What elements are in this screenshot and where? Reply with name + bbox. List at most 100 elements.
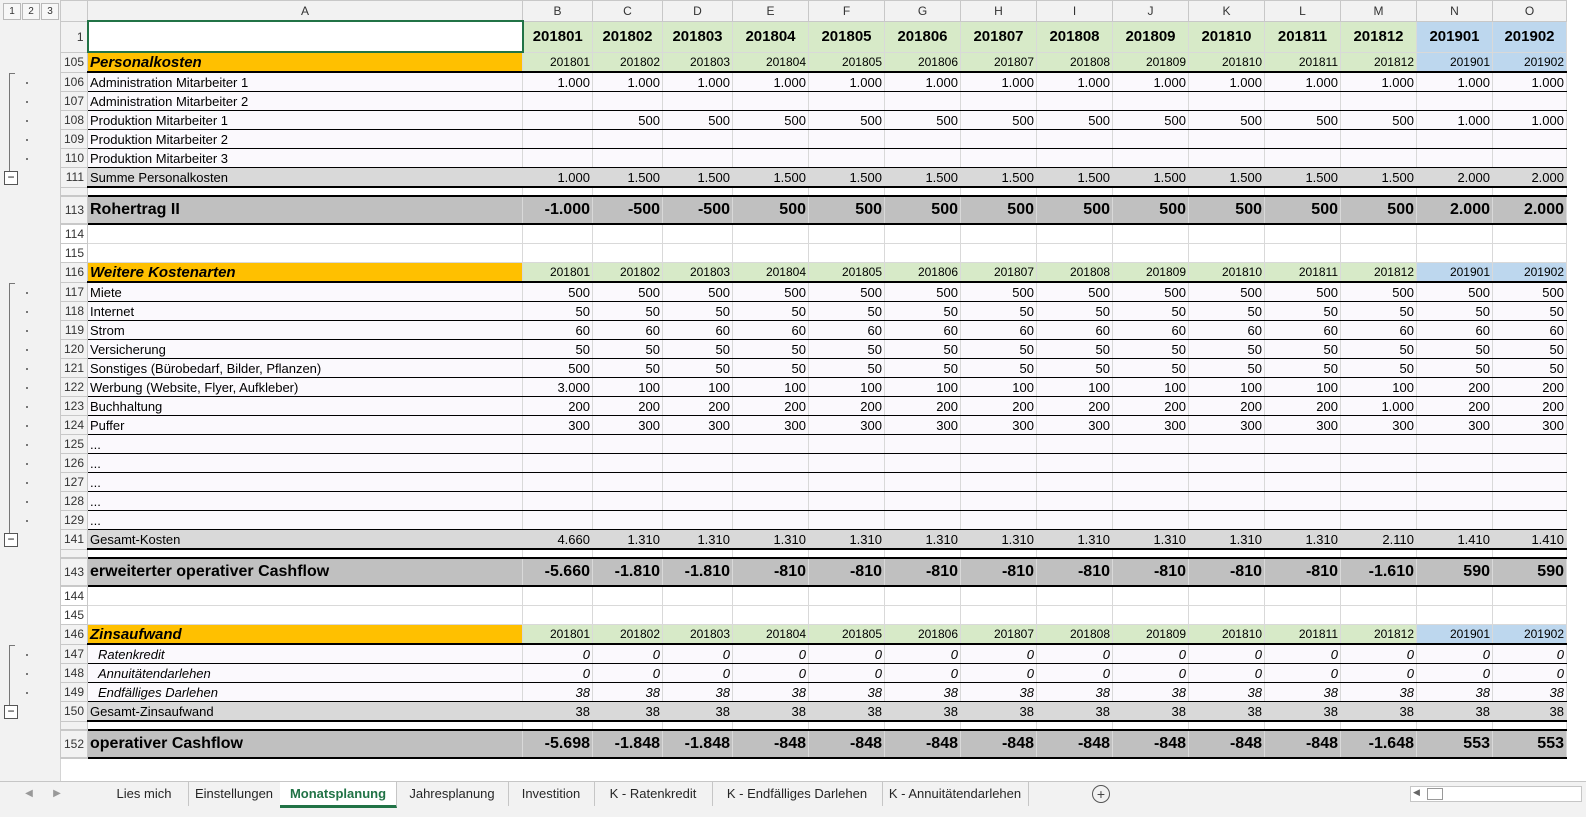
empty-cell[interactable] (1188, 186, 1265, 197)
empty-cell[interactable] (884, 720, 961, 731)
value-cell[interactable]: 1.000 (662, 71, 733, 92)
section-month-cell[interactable]: 201812 (1340, 262, 1417, 283)
value-cell[interactable]: 50 (732, 301, 809, 321)
empty-cell[interactable] (960, 243, 1037, 263)
column-header-O[interactable]: O (1492, 0, 1567, 22)
empty-cell[interactable] (1340, 186, 1417, 197)
value-cell[interactable]: 300 (522, 415, 593, 435)
row-label-cell[interactable]: Versicherung (87, 339, 523, 359)
value-cell[interactable]: 0 (662, 643, 733, 664)
value-cell[interactable]: 50 (1340, 339, 1417, 359)
value-cell[interactable]: -810 (732, 557, 809, 587)
column-header-E[interactable]: E (732, 0, 809, 22)
value-cell[interactable]: 50 (884, 358, 961, 378)
value-cell[interactable]: 100 (960, 377, 1037, 397)
section-month-cell[interactable]: 201901 (1416, 51, 1493, 73)
value-cell[interactable] (808, 510, 885, 530)
value-cell[interactable]: -810 (1112, 557, 1189, 587)
value-cell[interactable]: 1.000 (1492, 110, 1567, 130)
value-cell[interactable] (1036, 129, 1113, 149)
value-cell[interactable]: 1.000 (1036, 71, 1113, 92)
value-cell[interactable] (960, 148, 1037, 168)
value-cell[interactable]: 500 (522, 281, 593, 302)
value-cell[interactable] (884, 91, 961, 111)
value-cell[interactable]: 1.310 (884, 529, 961, 550)
value-cell[interactable] (592, 472, 663, 492)
value-cell[interactable]: 50 (808, 339, 885, 359)
value-cell[interactable] (1188, 434, 1265, 454)
value-cell[interactable]: 500 (884, 281, 961, 302)
value-cell[interactable]: 0 (1492, 663, 1567, 683)
scroll-left-icon[interactable]: ◀ (1413, 787, 1420, 797)
section-month-cell[interactable]: 201812 (1340, 51, 1417, 73)
value-cell[interactable]: 38 (1264, 701, 1341, 722)
row-header[interactable] (60, 186, 88, 197)
value-cell[interactable]: 50 (1036, 339, 1113, 359)
row-label-cell[interactable]: Miete (87, 281, 523, 302)
value-cell[interactable]: 38 (1188, 701, 1265, 722)
empty-cell[interactable] (732, 223, 809, 244)
value-cell[interactable]: 50 (1264, 339, 1341, 359)
empty-cell[interactable] (592, 186, 663, 197)
value-cell[interactable]: 1.000 (1188, 71, 1265, 92)
empty-cell[interactable] (808, 243, 885, 263)
value-cell[interactable]: 500 (732, 195, 809, 225)
value-cell[interactable]: 200 (808, 396, 885, 416)
value-cell[interactable]: -500 (592, 195, 663, 225)
month-header-cell[interactable]: 201804 (732, 20, 809, 53)
scroll-thumb[interactable] (1427, 788, 1443, 800)
horizontal-scrollbar[interactable]: ◀ (1410, 786, 1582, 802)
empty-cell[interactable] (1188, 243, 1265, 263)
value-cell[interactable]: 50 (960, 339, 1037, 359)
value-cell[interactable]: 50 (960, 301, 1037, 321)
value-cell[interactable]: 500 (960, 195, 1037, 225)
value-cell[interactable]: -1.810 (592, 557, 663, 587)
empty-cell[interactable] (960, 585, 1037, 606)
section-month-cell[interactable]: 201806 (884, 624, 961, 645)
value-cell[interactable]: 1.310 (1188, 529, 1265, 550)
row-header[interactable]: 152 (60, 729, 88, 759)
empty-cell[interactable] (662, 585, 733, 606)
value-cell[interactable] (522, 491, 593, 511)
empty-cell[interactable] (87, 243, 523, 263)
value-cell[interactable] (808, 491, 885, 511)
value-cell[interactable]: -1.810 (662, 557, 733, 587)
month-header-cell[interactable]: 201810 (1188, 20, 1265, 53)
row-header[interactable]: 121 (60, 358, 88, 378)
empty-cell[interactable] (732, 720, 809, 731)
value-cell[interactable]: 200 (1492, 377, 1567, 397)
value-cell[interactable]: 500 (1112, 281, 1189, 302)
column-header-G[interactable]: G (884, 0, 961, 22)
empty-cell[interactable] (522, 585, 593, 606)
value-cell[interactable]: 50 (1340, 358, 1417, 378)
row-label-cell[interactable]: Endfälliges Darlehen (87, 682, 523, 702)
value-cell[interactable]: 50 (884, 301, 961, 321)
value-cell[interactable]: 500 (1188, 281, 1265, 302)
value-cell[interactable] (1340, 91, 1417, 111)
value-cell[interactable]: 2.000 (1492, 195, 1567, 225)
value-cell[interactable] (1264, 148, 1341, 168)
column-header-A[interactable]: A (87, 0, 523, 22)
value-cell[interactable]: 0 (1112, 643, 1189, 664)
row-header[interactable]: 144 (60, 585, 88, 606)
month-header-cell[interactable]: 201807 (960, 20, 1037, 53)
value-cell[interactable]: 200 (592, 396, 663, 416)
empty-cell[interactable] (1264, 720, 1341, 731)
value-cell[interactable] (592, 510, 663, 530)
value-cell[interactable] (884, 434, 961, 454)
value-cell[interactable]: 50 (662, 301, 733, 321)
value-cell[interactable]: 60 (1264, 320, 1341, 340)
value-cell[interactable]: 1.500 (1036, 167, 1113, 188)
empty-cell[interactable] (808, 548, 885, 559)
empty-cell[interactable] (960, 720, 1037, 731)
value-cell[interactable] (808, 129, 885, 149)
row-label-cell[interactable]: Annuitätendarlehen (87, 663, 523, 683)
value-cell[interactable] (808, 453, 885, 473)
value-cell[interactable] (1264, 472, 1341, 492)
sheet-tab[interactable]: Monatsplanung (280, 782, 397, 808)
empty-cell[interactable] (1340, 605, 1417, 625)
value-cell[interactable]: 100 (732, 377, 809, 397)
section-month-cell[interactable]: 201809 (1112, 262, 1189, 283)
value-cell[interactable]: 500 (808, 195, 885, 225)
value-cell[interactable]: 38 (1036, 701, 1113, 722)
